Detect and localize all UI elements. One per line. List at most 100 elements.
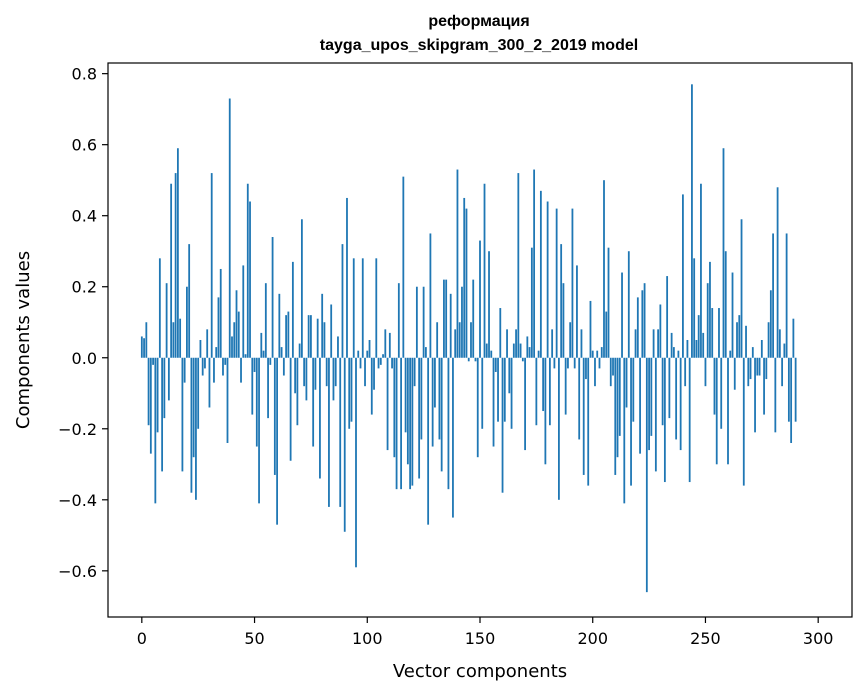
bar <box>724 251 727 358</box>
bar <box>161 357 164 472</box>
x-tick-label: 0 <box>137 629 147 648</box>
bar <box>303 357 306 387</box>
bar <box>267 357 269 419</box>
bar <box>729 350 732 358</box>
y-tick-label: 0.4 <box>72 207 97 226</box>
bar <box>215 347 218 358</box>
bar <box>461 286 463 358</box>
bar <box>384 329 387 358</box>
x-tick-label: 50 <box>244 629 264 648</box>
bar <box>418 357 421 479</box>
bar <box>452 357 454 518</box>
bar <box>271 237 274 358</box>
bar <box>560 244 563 358</box>
bar <box>348 357 351 429</box>
bar <box>310 315 312 358</box>
bar <box>693 258 696 358</box>
x-tick-label: 300 <box>803 629 834 648</box>
bar <box>231 336 233 358</box>
bar <box>481 357 484 429</box>
y-axis-label: Components values <box>13 251 34 429</box>
bar <box>794 357 797 422</box>
bar <box>733 357 736 390</box>
bar <box>718 308 720 358</box>
bar <box>551 329 554 358</box>
bar <box>682 194 684 358</box>
bar <box>226 357 229 443</box>
bar <box>298 343 301 358</box>
bar <box>697 315 700 358</box>
bar <box>163 357 166 419</box>
bar <box>528 347 531 358</box>
bar <box>483 183 486 358</box>
bar <box>704 357 707 387</box>
bar <box>332 357 335 401</box>
bar <box>249 201 251 358</box>
bar <box>639 357 641 454</box>
bar <box>197 357 200 429</box>
bar <box>145 322 148 358</box>
bar <box>285 315 288 358</box>
bar <box>174 173 177 358</box>
bar <box>625 357 628 408</box>
bar <box>573 357 576 369</box>
bar <box>539 190 542 358</box>
bar <box>488 251 490 358</box>
bar <box>289 357 292 461</box>
y-axis: −0.6 −0.4 −0.2 0.0 0.2 0.4 0.6 0.8 <box>58 65 108 581</box>
bar <box>445 279 448 358</box>
bar <box>377 357 380 369</box>
bar <box>745 325 747 358</box>
bar <box>749 357 752 380</box>
bar <box>609 357 612 387</box>
bar <box>341 244 344 358</box>
bar <box>413 357 416 387</box>
bar <box>501 357 504 493</box>
bar <box>158 258 161 358</box>
bar <box>192 357 195 458</box>
bar <box>492 357 495 447</box>
bar <box>571 208 574 358</box>
bar <box>564 357 567 415</box>
bar <box>503 357 506 422</box>
bar <box>632 357 635 422</box>
bar <box>149 357 152 454</box>
bar <box>379 357 382 365</box>
bar <box>447 357 450 490</box>
bar <box>756 357 759 376</box>
y-tick-label: −0.2 <box>58 420 97 439</box>
bar <box>427 357 430 525</box>
bar <box>186 286 188 358</box>
bar <box>778 329 781 358</box>
bar <box>167 357 170 401</box>
bar <box>542 357 545 412</box>
bar <box>143 338 145 358</box>
bar <box>199 340 202 358</box>
bar <box>499 308 502 358</box>
bar <box>147 357 150 426</box>
bar <box>253 357 256 372</box>
bar <box>276 357 278 525</box>
bar <box>533 169 536 358</box>
bar <box>512 343 515 358</box>
bar <box>213 357 215 383</box>
bar <box>364 357 366 387</box>
bar <box>258 357 260 504</box>
bar <box>731 272 734 358</box>
bar <box>594 357 596 387</box>
bar <box>321 293 324 358</box>
bar <box>375 258 378 358</box>
bar <box>438 357 441 440</box>
bar <box>465 208 468 358</box>
bar <box>521 357 524 362</box>
bar <box>544 357 547 465</box>
bar <box>222 357 224 376</box>
bar <box>278 293 281 358</box>
bar <box>355 357 357 568</box>
bar <box>262 350 265 358</box>
bar <box>287 311 290 358</box>
bar <box>440 357 443 472</box>
bar <box>645 357 648 593</box>
bar <box>350 357 353 422</box>
bar <box>393 357 396 458</box>
